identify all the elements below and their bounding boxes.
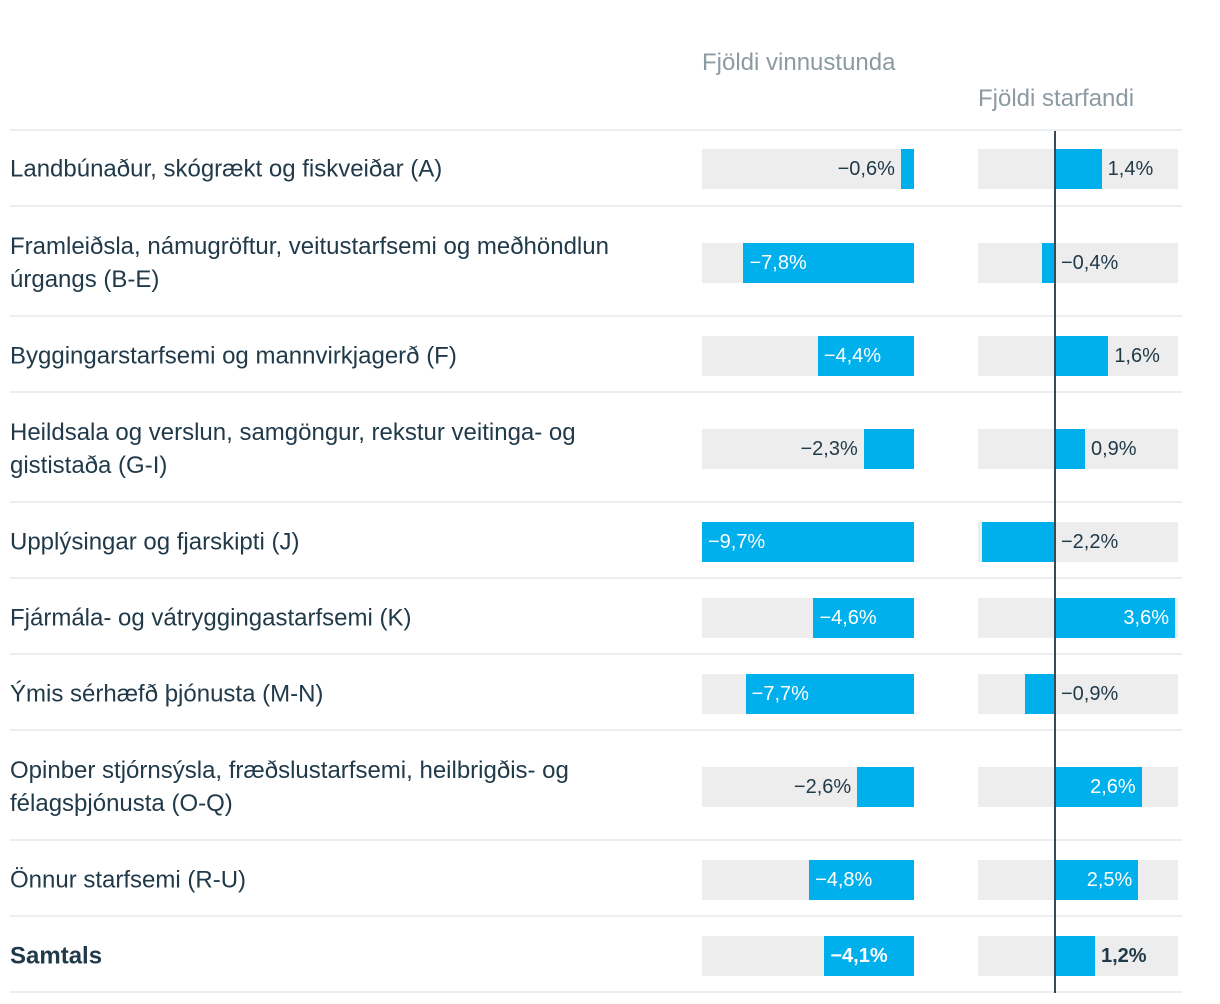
hours-track: −4,8% bbox=[702, 860, 914, 900]
workers-value-label: −2,2% bbox=[1061, 531, 1119, 553]
hours-value-label: −4,6% bbox=[819, 607, 877, 629]
workers-value-label: 3,6% bbox=[1123, 607, 1169, 629]
workers-track: 2,5% bbox=[978, 860, 1178, 900]
hours-bar bbox=[817, 336, 914, 376]
workers-track: 0,9% bbox=[978, 429, 1178, 469]
workers-value-label: −0,9% bbox=[1061, 683, 1119, 705]
hours-bar bbox=[863, 429, 914, 469]
hours-track: −7,7% bbox=[702, 674, 914, 714]
hours-track: −2,3% bbox=[702, 429, 914, 469]
column-header-workers: Fjöldi starfandi bbox=[978, 85, 1135, 112]
hours-track: −2,6% bbox=[702, 767, 914, 807]
row-label: Landbúnaður, skógrækt og fiskveiðar (A) bbox=[10, 155, 443, 183]
workers-bar bbox=[1055, 336, 1109, 376]
hours-value-label: −4,1% bbox=[830, 945, 888, 967]
workers-bar bbox=[1055, 767, 1142, 807]
workers-value-label: 1,4% bbox=[1107, 158, 1154, 180]
row-divider bbox=[10, 391, 1182, 393]
hours-value-label: −2,3% bbox=[800, 438, 858, 460]
row-divider bbox=[10, 915, 1182, 917]
hours-value-label: −0,6% bbox=[837, 158, 895, 180]
workers-bar bbox=[1055, 598, 1175, 638]
workers-track: 1,2% bbox=[978, 936, 1178, 976]
hours-bar bbox=[900, 149, 914, 189]
hours-value-label: −4,4% bbox=[823, 345, 882, 367]
hours-bar bbox=[701, 522, 914, 562]
workers-value-label: −0,4% bbox=[1061, 252, 1119, 274]
hours-track: −4,4% bbox=[702, 336, 914, 376]
workers-bar bbox=[1041, 243, 1055, 283]
workers-track: −0,4% bbox=[978, 243, 1178, 283]
row-label: Upplýsingar og fjarskipti (J) bbox=[10, 528, 300, 556]
workers-track: 2,6% bbox=[978, 767, 1178, 807]
workers-value-label: 1,6% bbox=[1114, 345, 1160, 367]
hours-track: −9,7% bbox=[701, 522, 914, 562]
row-divider bbox=[10, 839, 1182, 841]
row-label: Heildsala og verslun, samgöngur, rekstur… bbox=[10, 419, 576, 479]
workers-track: −0,9% bbox=[978, 674, 1178, 714]
workers-value-label: 2,6% bbox=[1090, 776, 1136, 798]
workers-track: −2,2% bbox=[978, 522, 1178, 562]
hours-bar bbox=[824, 936, 914, 976]
workers-value-label: 0,9% bbox=[1090, 438, 1137, 460]
row-divider bbox=[10, 653, 1182, 655]
row-label: Byggingarstarfsemi og mannvirkjagerð (F) bbox=[10, 342, 457, 370]
workers-bar bbox=[1055, 860, 1139, 900]
hours-value-label: −9,7% bbox=[707, 531, 766, 553]
row-divider bbox=[10, 501, 1182, 503]
row-label: Opinber stjórnsýsla, fræðslustarfsemi, h… bbox=[10, 757, 569, 817]
row-label: Ýmis sérhæfð þjónusta (M-N) bbox=[10, 680, 324, 708]
hours-bar bbox=[857, 767, 914, 807]
column-header-hours: Fjöldi vinnustunda bbox=[702, 49, 896, 76]
workers-zero-line bbox=[1054, 131, 1056, 993]
row-divider bbox=[10, 991, 1182, 993]
workers-bar bbox=[1025, 674, 1055, 714]
hours-bar bbox=[745, 674, 914, 714]
row-label: Samtals bbox=[10, 942, 103, 970]
workers-bar bbox=[1055, 149, 1102, 189]
workers-value-label: 2,5% bbox=[1086, 869, 1133, 891]
hours-value-label: −2,6% bbox=[793, 776, 852, 798]
row-label: Framleiðsla, námugröftur, veitustarfsemi… bbox=[10, 233, 609, 293]
workers-track: 1,6% bbox=[978, 336, 1178, 376]
hours-bar bbox=[813, 598, 914, 638]
row-label: Önnur starfsemi (R-U) bbox=[10, 866, 247, 894]
workers-bar bbox=[1055, 429, 1085, 469]
row-divider bbox=[10, 729, 1182, 731]
row-divider bbox=[10, 205, 1182, 207]
hours-track: −7,8% bbox=[702, 243, 914, 283]
hours-bar bbox=[809, 860, 914, 900]
row-label: Fjármála- og vátryggingastarfsemi (K) bbox=[10, 604, 412, 632]
hours-value-label: −7,7% bbox=[751, 683, 809, 705]
workers-track: 3,6% bbox=[978, 598, 1178, 638]
workers-bar bbox=[1055, 936, 1095, 976]
hours-track: −4,6% bbox=[702, 598, 914, 638]
hours-bar bbox=[743, 243, 914, 283]
hours-value-label: −4,8% bbox=[815, 869, 873, 891]
row-divider bbox=[10, 315, 1182, 317]
workers-value-label: 1,2% bbox=[1100, 945, 1147, 967]
hours-value-label: −7,8% bbox=[749, 252, 807, 274]
hours-track: −0,6% bbox=[702, 149, 914, 189]
row-divider bbox=[10, 577, 1182, 579]
hours-track: −4,1% bbox=[702, 936, 914, 976]
row-divider bbox=[10, 129, 1182, 131]
workers-track: 1,4% bbox=[978, 149, 1178, 189]
workers-bar bbox=[981, 522, 1055, 562]
